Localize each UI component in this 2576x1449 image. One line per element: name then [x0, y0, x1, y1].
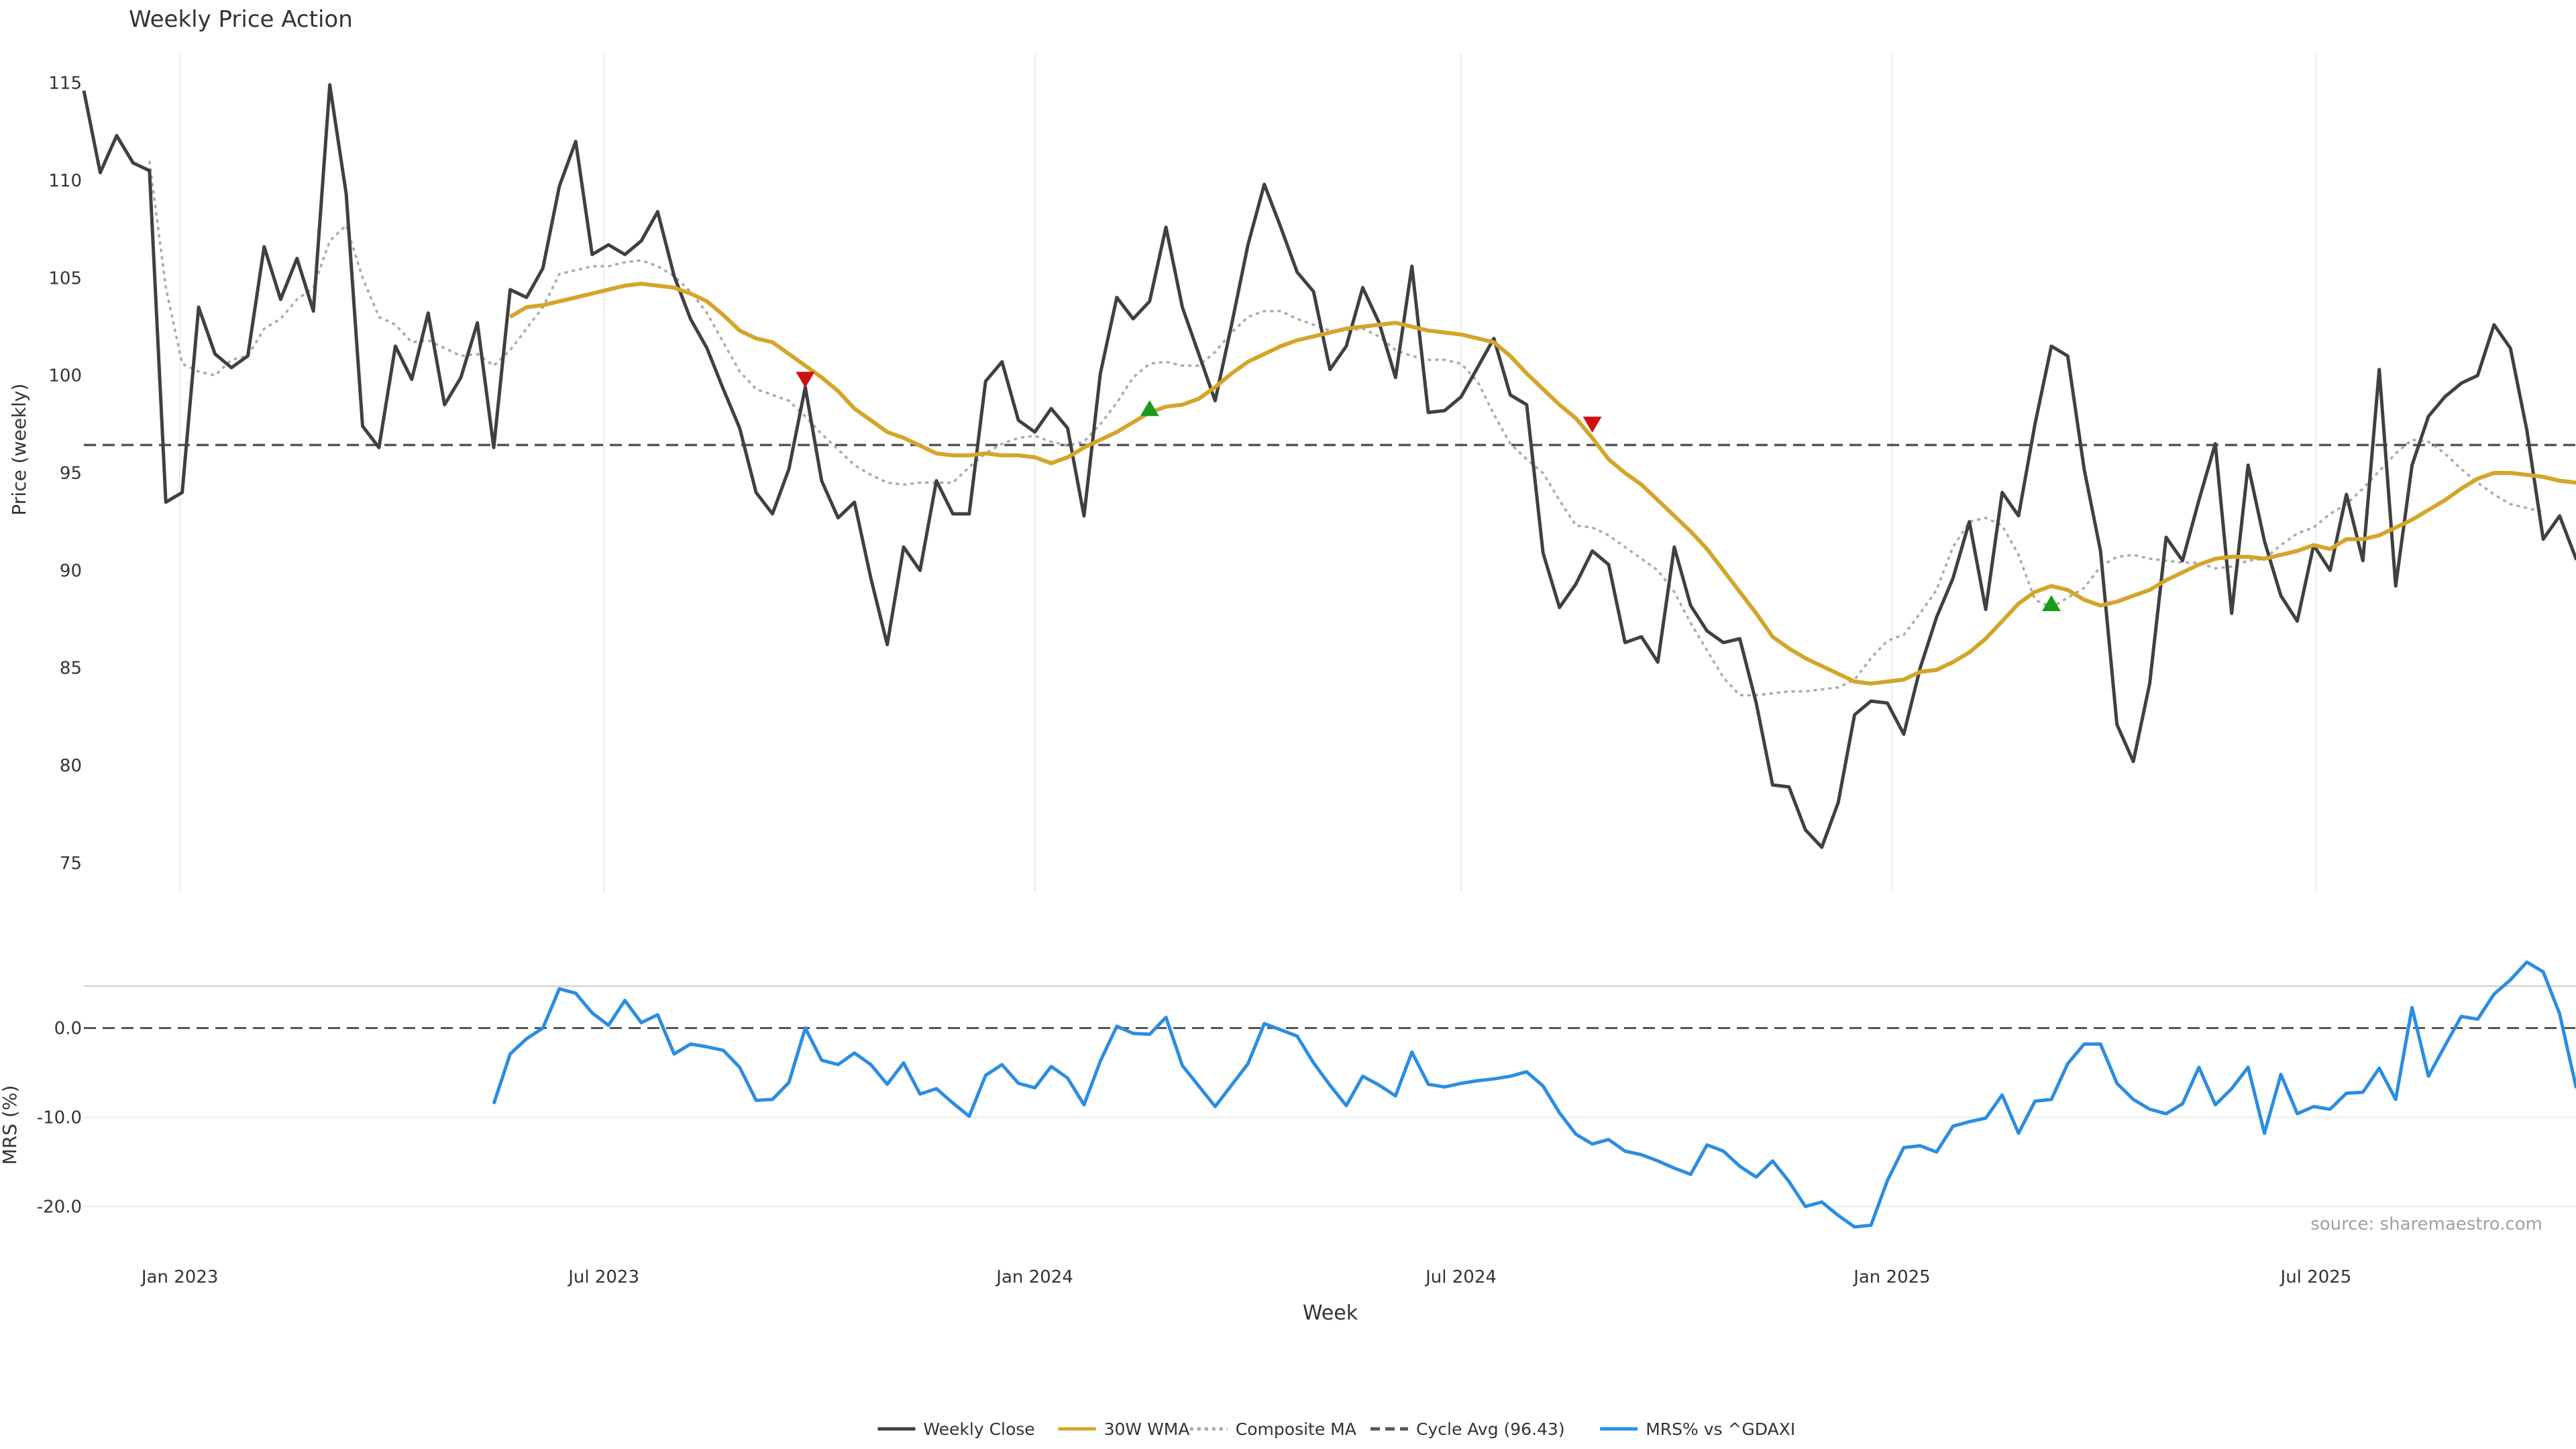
mrs-y-tick-label: -10.0	[37, 1108, 82, 1128]
price-y-tick-label: 115	[48, 74, 82, 94]
legend-label: Cycle Avg (96.43)	[1416, 1419, 1565, 1439]
price-y-axis-label: Price (weekly)	[8, 384, 30, 516]
legend-label: 30W WMA	[1104, 1419, 1190, 1439]
cycle-avg-layer	[84, 443, 2576, 1029]
axis-layer: Jan 2023 Jul 2023 Jan 2024 Jul 2024 Jan 2025…	[37, 74, 2352, 1287]
composite-ma-line	[148, 160, 2544, 697]
buy-signal-marker	[1140, 400, 1159, 417]
mrs-y-tick-label: -20.0	[37, 1197, 82, 1217]
x-tick-label: Jan 2025	[1852, 1267, 1931, 1287]
legend: Weekly Close 30W WMA Composite MA Cycle Avg…	[877, 1419, 1795, 1439]
x-axis-label: Week	[1303, 1301, 1358, 1325]
price-y-tick-label: 100	[48, 366, 82, 386]
price-y-tick-label: 75	[60, 853, 82, 873]
legend-label: Composite MA	[1236, 1419, 1356, 1439]
x-tick-label: Jul 2025	[2279, 1267, 2352, 1287]
grid	[84, 54, 2576, 1208]
buy-signal-marker	[2041, 595, 2061, 611]
price-y-tick-label: 105	[48, 268, 82, 288]
signal-layer	[796, 372, 2061, 611]
sell-signal-marker	[1582, 417, 1602, 433]
legend-label: MRS% vs ^GDAXI	[1646, 1419, 1795, 1439]
x-tick-label: Jan 2024	[995, 1267, 1073, 1287]
price-y-tick-label: 90	[60, 561, 82, 581]
price-y-tick-label: 85	[60, 659, 82, 679]
x-tick-label: Jul 2024	[1424, 1267, 1497, 1287]
mrs-y-axis-label: MRS (%)	[0, 1085, 21, 1165]
sell-signal-marker	[796, 372, 815, 388]
wma-30w-line	[508, 282, 2576, 686]
mrs-line	[492, 960, 2576, 1229]
weekly-close-line	[82, 83, 2576, 849]
x-tick-label: Jan 2023	[140, 1267, 219, 1287]
x-tick-label: Jul 2023	[567, 1267, 639, 1287]
legend-label: Weekly Close	[923, 1419, 1034, 1439]
price-y-tick-label: 110	[48, 171, 82, 191]
price-y-tick-label: 80	[60, 756, 82, 776]
mrs-y-tick-label: 0.0	[54, 1019, 82, 1039]
source-note: source: sharemaestro.com	[2310, 1214, 2542, 1234]
chart-title: Weekly Price Action	[129, 6, 353, 33]
price-y-tick-label: 95	[60, 464, 82, 484]
series-layer	[82, 83, 2576, 1229]
